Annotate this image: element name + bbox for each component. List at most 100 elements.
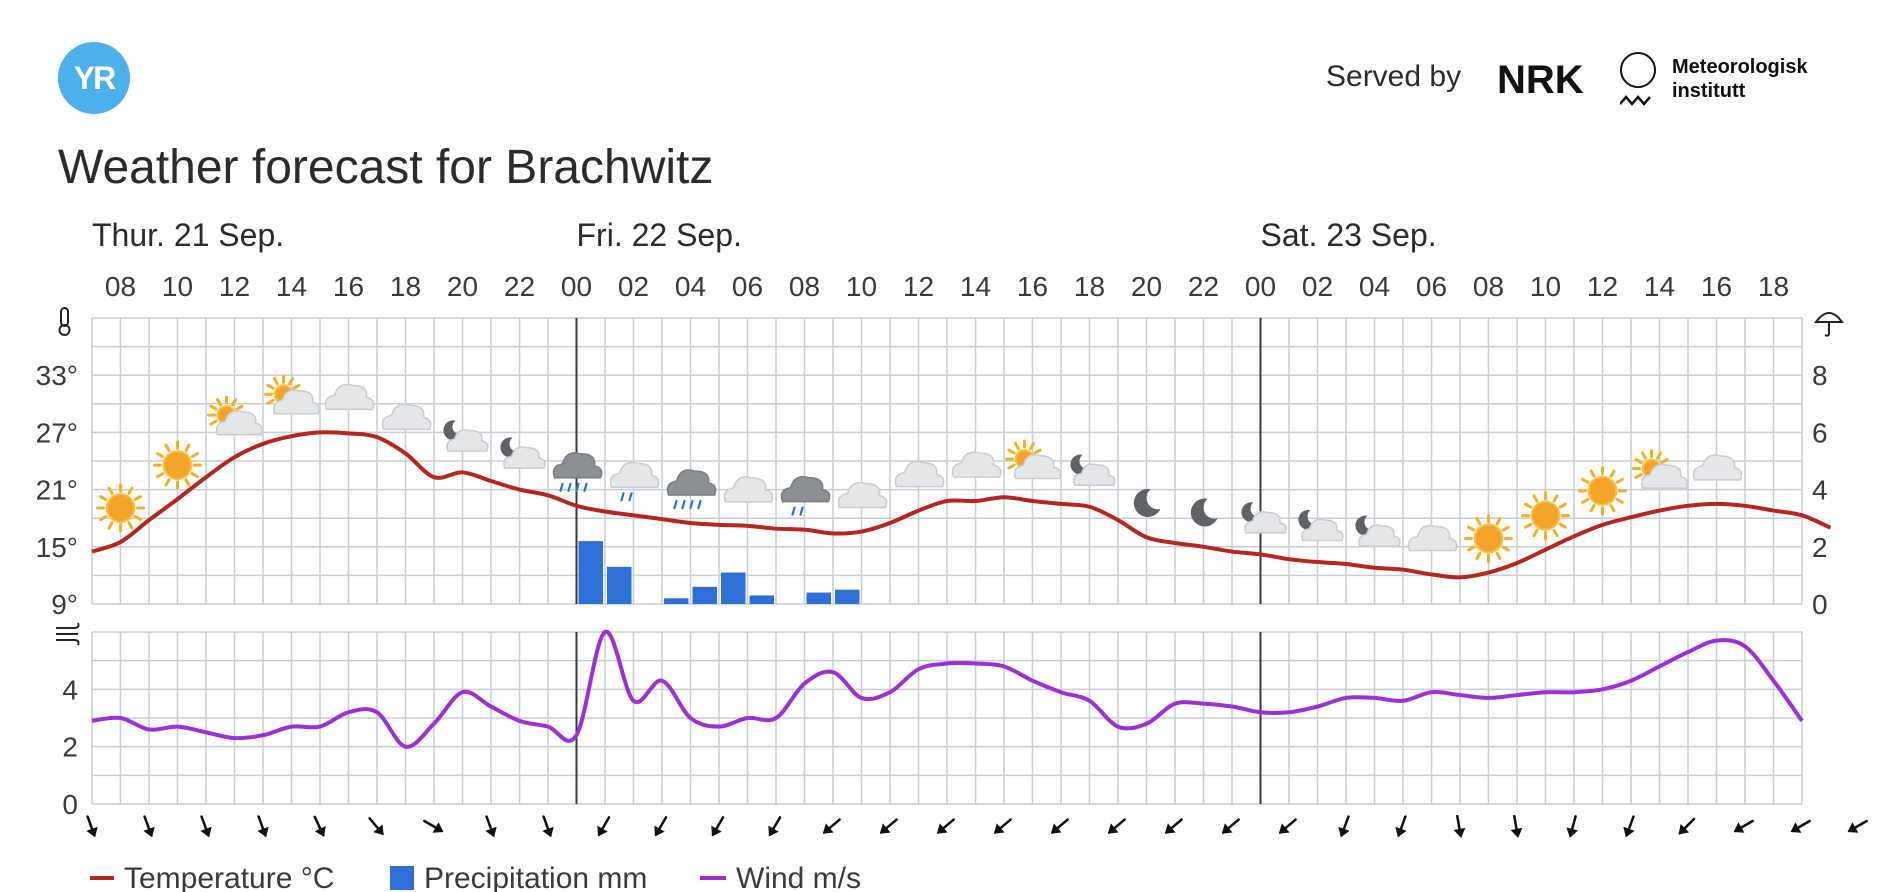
wind-arrow-icon [654, 816, 668, 837]
wind-arrow-icon [423, 819, 444, 833]
hour-tick-label: 08 [789, 271, 820, 302]
hour-tick-label: 10 [846, 271, 877, 302]
thermometer-icon [58, 307, 71, 336]
wind-arrow-icon [822, 818, 841, 834]
sun-ray [1467, 545, 1476, 552]
wind-tick-label: 4 [62, 674, 78, 705]
sun-ray [99, 495, 108, 502]
rain-drop [567, 482, 572, 492]
sun-ray [216, 398, 222, 407]
cloud-shape [723, 476, 774, 503]
rain-drop [583, 482, 588, 492]
wind-arrow-head [86, 826, 98, 838]
precip-bar [607, 566, 632, 604]
cloud-shape [272, 389, 321, 415]
wind-arrow-head [1453, 827, 1466, 838]
moon-cloud-icon [1298, 509, 1344, 542]
rain-drop [689, 499, 694, 510]
moon-cloud-icon [1355, 515, 1401, 548]
sun-ray [1581, 477, 1590, 484]
rain-drop [697, 499, 702, 510]
sun-ray [133, 495, 142, 502]
cloud-icon [1692, 454, 1743, 481]
sun-ray [1475, 551, 1482, 560]
hour-tick-label: 16 [1701, 271, 1732, 302]
sun-ray [133, 515, 142, 522]
hour-tick-label: 18 [390, 271, 421, 302]
sun-disc [162, 450, 193, 481]
cloud-shape [503, 446, 546, 469]
umbrella-canopy [1814, 312, 1844, 323]
wind-arrow-icon [542, 815, 554, 838]
rain-icon [552, 452, 603, 492]
sun-ray [231, 398, 237, 407]
sun-ray [156, 452, 165, 459]
precip-tick-label: 8 [1812, 360, 1828, 391]
nrk-logo[interactable]: NRK [1497, 62, 1589, 96]
sun-ray [1033, 448, 1042, 455]
rain-drop [559, 482, 564, 492]
yr-logo[interactable]: YR [58, 42, 130, 114]
met-logo-text[interactable]: Meteorologisk institutt [1672, 55, 1808, 103]
thermometer-bulb [58, 324, 71, 336]
wind-arrow-head [711, 825, 722, 837]
hour-tick-label: 12 [219, 271, 250, 302]
sun-ray [127, 521, 134, 530]
hour-tick-label: 06 [1416, 271, 1447, 302]
wind-arrow-head [597, 825, 608, 837]
sun-disc [1530, 500, 1561, 531]
precip-bar [806, 592, 831, 604]
sun-ray [1609, 469, 1616, 478]
legend [90, 866, 726, 890]
met-logo-icon[interactable] [1620, 52, 1656, 88]
wind-arrow-head [485, 826, 497, 838]
hour-tick-label: 02 [1302, 271, 1333, 302]
sun-ray [209, 404, 218, 411]
sun-ray [273, 377, 279, 386]
hour-tick-label: 10 [162, 271, 193, 302]
hour-tick-label: 04 [1359, 271, 1390, 302]
cloud-shape [951, 451, 1002, 478]
wind-icon-line [56, 639, 80, 646]
hour-tick-label: 06 [732, 271, 763, 302]
sun-ray [1501, 525, 1510, 532]
wind-arrow-icon [1510, 814, 1523, 838]
legend-temperature-label: Temperature °C [124, 862, 334, 892]
sun-ray [1656, 451, 1662, 460]
hour-tick-label: 16 [1017, 271, 1048, 302]
sun-cloud-icon [264, 374, 321, 415]
cloud-shape [837, 481, 888, 509]
cloud-shape [1358, 524, 1401, 548]
temp-tick-label: 21° [36, 475, 78, 506]
sun-ray [99, 515, 108, 522]
cloud-shape [666, 469, 717, 496]
temp-tick-label: 33° [36, 360, 78, 391]
sun-cloud-icon [207, 395, 264, 436]
sun-disc [1473, 523, 1504, 554]
light-rain-icon [780, 476, 831, 516]
temp-tick-label: 9° [51, 589, 78, 620]
sun-ray [266, 398, 275, 405]
moon-cloud-icon [1241, 502, 1287, 534]
sun-ray [107, 521, 114, 530]
sun-ray [1660, 458, 1669, 465]
precip-bar [578, 541, 603, 604]
wind-arrow-head [1510, 827, 1523, 838]
hour-tick-label: 08 [1473, 271, 1504, 302]
wind-arrow-icon [143, 815, 155, 838]
cloud-icon [894, 460, 945, 488]
sun-ray [1475, 517, 1482, 526]
day-label: Thur. 21 Sep. [92, 217, 284, 253]
wind-arrow-head [200, 826, 212, 838]
sun-ray [1524, 502, 1533, 509]
cloud-shape [215, 410, 264, 436]
sun-cloud-icon [1005, 439, 1062, 480]
hour-tick-label: 22 [1188, 271, 1219, 302]
cloud-shape [780, 476, 831, 503]
cloud-icon [723, 476, 774, 503]
sun-icon [1521, 491, 1570, 541]
sun-ray [1634, 458, 1643, 465]
sun-ray [1467, 525, 1476, 532]
sun-ray [1552, 494, 1559, 503]
rain-drop [628, 492, 633, 502]
